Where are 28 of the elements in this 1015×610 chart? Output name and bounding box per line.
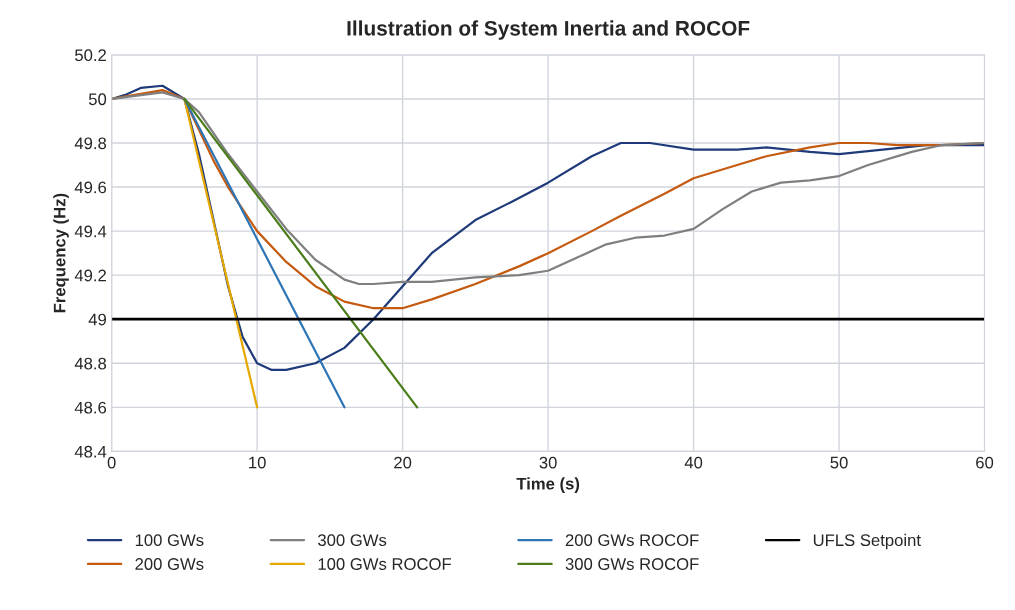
line-series xyxy=(111,84,985,372)
legend-label: 100 GWs ROCOF xyxy=(318,558,451,570)
y-tick-label: 49.8 xyxy=(74,137,107,150)
x-tick-label: 0 xyxy=(107,456,116,469)
legend-label: UFLS Setpoint xyxy=(813,533,921,550)
y-tick-label: 48.8 xyxy=(74,357,107,370)
legend-label: 300 GWs ROCOF xyxy=(565,558,699,570)
x-tick-label: 40 xyxy=(684,456,703,469)
x-axis-title: Time (s) xyxy=(516,477,580,493)
y-tick-label: 48.4 xyxy=(74,445,107,458)
x-tick-label: 20 xyxy=(394,456,412,469)
legend-label: 100 GWs xyxy=(135,534,204,547)
y-tick-label: 50 xyxy=(88,93,107,106)
x-tick-label: 50 xyxy=(830,456,848,469)
y-tick-label: 49 xyxy=(88,313,106,326)
legend-label: 300 GWs xyxy=(318,534,387,547)
x-tick-label: 30 xyxy=(539,456,557,469)
y-tick-label: 48.6 xyxy=(74,401,107,414)
chart-title: Illustration of System Inertia and ROCOF xyxy=(347,20,750,40)
y-axis-title: Frequency (Hz) xyxy=(53,193,69,313)
y-tick-label: 49.4 xyxy=(74,225,107,238)
y-tick-label: 49.2 xyxy=(74,269,106,282)
y-tick-label: 50.2 xyxy=(75,49,106,62)
y-tick-label: 49.6 xyxy=(74,181,107,194)
legend-label: 200 GWs ROCOF xyxy=(565,534,699,547)
legend-label: 200 GWs xyxy=(135,558,204,570)
x-tick-label: 60 xyxy=(976,456,994,469)
x-tick-label: 10 xyxy=(249,456,266,469)
